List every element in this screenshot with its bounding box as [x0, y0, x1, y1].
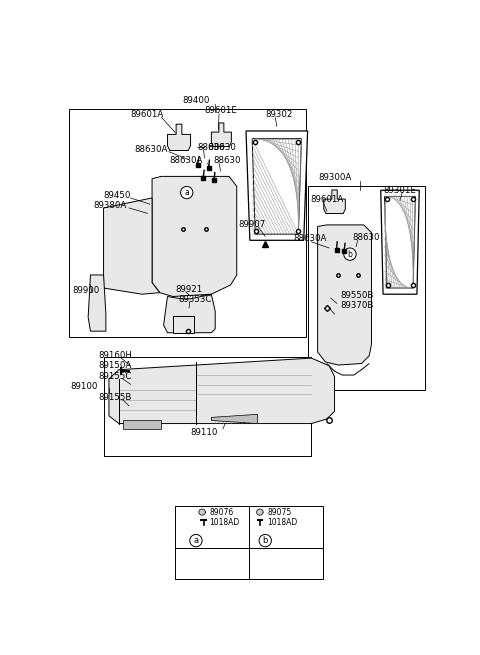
Polygon shape — [252, 139, 301, 234]
Text: 89450: 89450 — [104, 191, 131, 200]
Polygon shape — [164, 294, 215, 333]
Text: 88630A: 88630A — [134, 145, 168, 154]
Text: 89150A: 89150A — [98, 362, 132, 370]
Text: 89155C: 89155C — [98, 372, 132, 381]
Text: b: b — [263, 536, 268, 545]
Polygon shape — [381, 190, 419, 294]
Polygon shape — [211, 415, 258, 424]
Polygon shape — [257, 509, 263, 515]
Circle shape — [344, 248, 356, 260]
Polygon shape — [152, 176, 237, 297]
Bar — [104, 358, 312, 456]
Text: 88630: 88630 — [352, 233, 380, 242]
Text: — 88630: — 88630 — [197, 143, 236, 151]
Text: 89370B: 89370B — [340, 301, 373, 310]
Bar — [69, 109, 306, 337]
Text: 1018AD: 1018AD — [267, 518, 298, 527]
Polygon shape — [88, 275, 106, 331]
Text: 89300A: 89300A — [318, 173, 351, 181]
Text: 89110: 89110 — [190, 428, 217, 438]
Text: 88630: 88630 — [197, 143, 225, 151]
Polygon shape — [384, 196, 415, 288]
Bar — [173, 316, 194, 333]
Polygon shape — [324, 190, 345, 214]
Text: 89921: 89921 — [175, 285, 203, 294]
Text: 89100: 89100 — [71, 382, 98, 391]
Text: 89907: 89907 — [238, 219, 265, 229]
Bar — [175, 506, 323, 579]
Polygon shape — [318, 225, 372, 365]
Text: b: b — [348, 250, 352, 259]
Text: 89550B: 89550B — [340, 291, 373, 300]
Polygon shape — [211, 123, 231, 147]
Text: 89380A: 89380A — [94, 201, 127, 210]
Text: 89075: 89075 — [267, 508, 292, 517]
Text: 89076: 89076 — [209, 508, 233, 517]
Text: 88630A: 88630A — [169, 157, 203, 166]
Text: 88630A: 88630A — [294, 234, 327, 243]
Circle shape — [190, 534, 202, 547]
Polygon shape — [168, 124, 191, 151]
Polygon shape — [246, 131, 308, 240]
Polygon shape — [123, 421, 161, 429]
Text: 89353C: 89353C — [178, 295, 212, 304]
Text: 89155B: 89155B — [98, 393, 132, 402]
Text: 89160H: 89160H — [98, 351, 132, 360]
Text: 89301E: 89301E — [383, 186, 416, 195]
Polygon shape — [109, 358, 335, 424]
Text: 1018AD: 1018AD — [209, 518, 240, 527]
Text: a: a — [184, 188, 189, 197]
Text: 89400: 89400 — [182, 96, 210, 105]
Text: 89601A: 89601A — [310, 195, 343, 204]
Text: 89601A: 89601A — [131, 109, 164, 119]
Circle shape — [259, 534, 271, 547]
Polygon shape — [104, 198, 160, 294]
Circle shape — [180, 187, 193, 198]
Text: 89900: 89900 — [72, 286, 99, 295]
Text: 89601E: 89601E — [204, 107, 237, 115]
Text: 89302: 89302 — [265, 109, 293, 119]
Bar — [308, 187, 425, 390]
Polygon shape — [199, 509, 205, 515]
Text: 88630: 88630 — [214, 157, 241, 166]
Text: a: a — [193, 536, 199, 545]
